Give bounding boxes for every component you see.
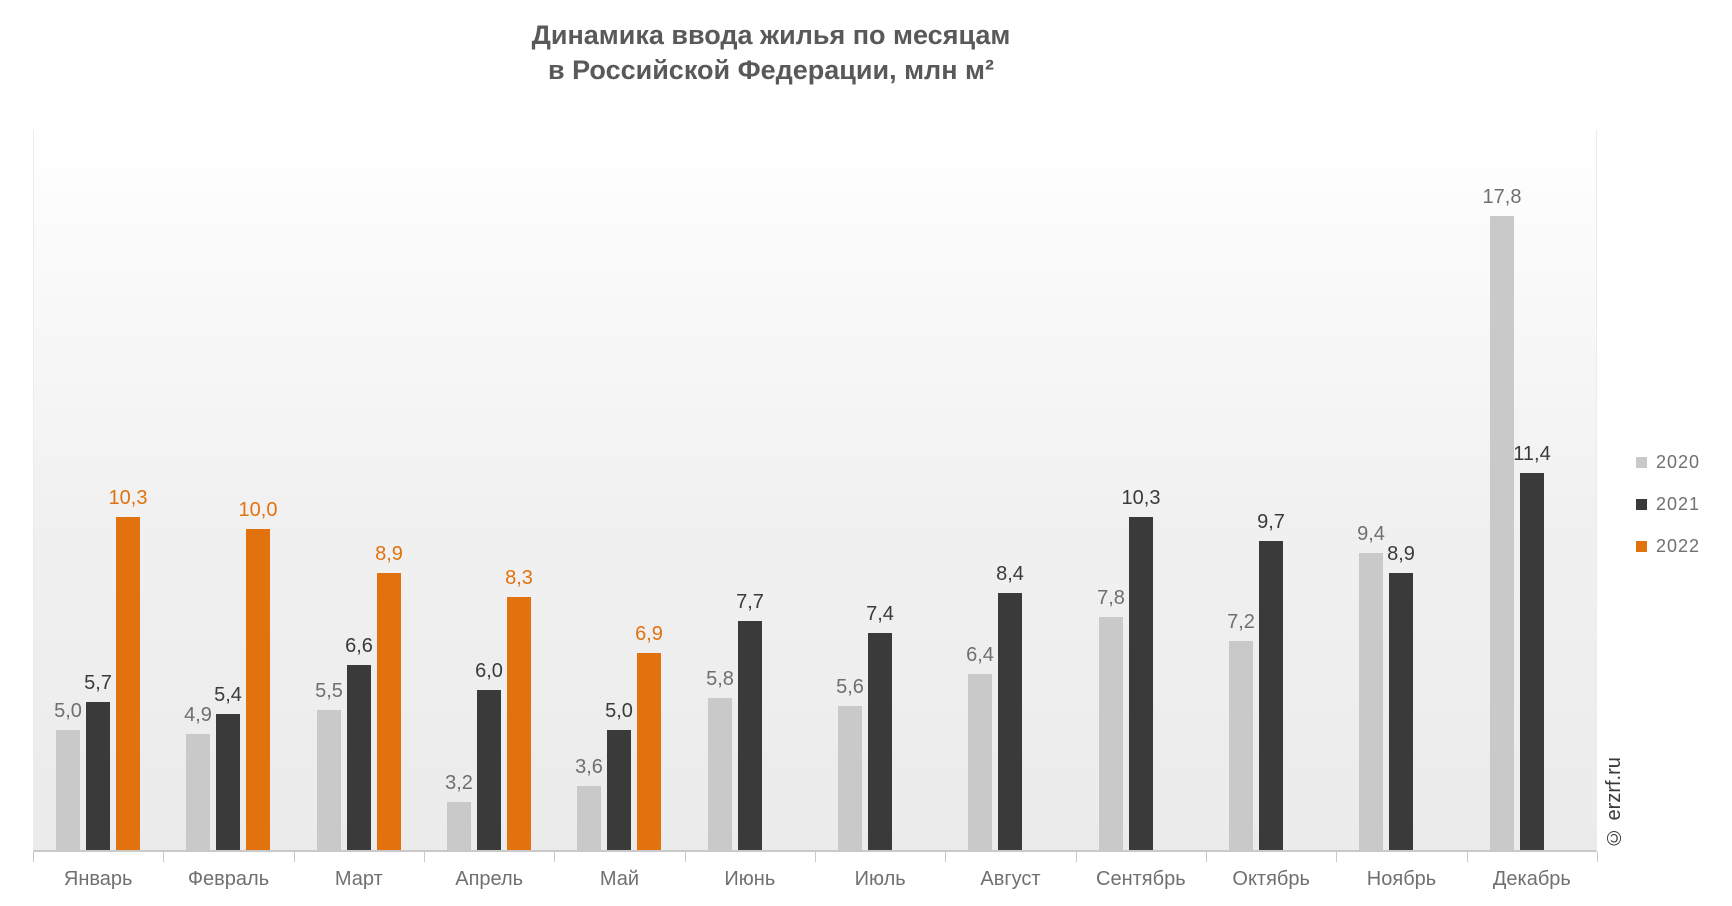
bar-2022-month-5 [637,653,661,850]
bar-2021-month-7 [868,633,892,850]
legend-swatch-2021 [1636,498,1647,510]
bar-2020-month-3 [317,710,341,850]
bar-2022-month-4 [507,597,531,850]
bar-2022-month-3 [377,573,401,850]
axis-tick [1336,852,1337,862]
bar-value-label-2020-month-3: 5,5 [315,680,343,702]
x-axis-label-month-5: Май [599,868,640,890]
chart-title: Динамика ввода жилья по месяцам в Россий… [0,18,1542,88]
bar-2020-month-11 [1359,553,1383,850]
bar-2021-month-8 [998,593,1022,850]
axis-tick [1206,852,1207,862]
bar-value-label-2020-month-11: 9,4 [1357,523,1385,545]
axis-tick [815,852,816,862]
bar-value-label-2021-month-3: 6,6 [345,635,373,657]
axis-tick [1467,852,1468,862]
legend-item-2020[interactable]: 2020 [1636,452,1700,472]
bar-value-label-2021-month-4: 6,0 [475,660,503,682]
bar-value-label-2021-month-9: 10,3 [1121,487,1161,509]
bar-value-label-2021-month-2: 5,4 [214,684,242,706]
x-axis-label-month-9: Сентябрь [1096,868,1186,890]
legend-swatch-2022 [1636,540,1647,552]
bar-value-label-2022-month-5: 6,9 [635,623,663,645]
bar-2021-month-1 [86,702,110,850]
legend-swatch-2020 [1636,456,1647,468]
axis-tick [33,852,34,862]
bar-2020-month-9 [1099,617,1123,850]
bar-value-label-2021-month-11: 8,9 [1387,543,1415,565]
x-axis-label-month-12: Декабрь [1492,868,1571,890]
bar-value-label-2020-month-4: 3,2 [445,772,473,794]
bar-2022-month-1 [116,517,140,850]
bar-value-label-2021-month-10: 9,7 [1257,511,1285,533]
bar-value-label-2021-month-5: 5,0 [605,700,633,722]
bar-2020-month-6 [708,698,732,850]
x-axis-label-month-4: Апрель [455,868,524,890]
axis-tick [163,852,164,862]
x-axis-label-month-6: Июнь [724,868,776,890]
bar-value-label-2022-month-1: 10,3 [108,487,148,509]
plot-area: 5,0 5,7 10,3 4,9 5,4 10,0 5,5 6,6 8,9 3,2 6,0 8,3 3,… [33,130,1597,852]
bar-2020-month-10 [1229,641,1253,850]
chart-title-line1: Динамика ввода жилья по месяцам [531,20,1011,50]
x-axis-label-month-1: Январь [63,868,133,890]
bar-2020-month-2 [186,734,210,850]
bar-value-label-2020-month-7: 5,6 [836,676,864,698]
x-axis-label-month-10: Октябрь [1232,868,1310,890]
x-axis-label-month-7: Июль [854,868,906,890]
bar-value-label-2020-month-5: 3,6 [575,756,603,778]
bar-2021-month-12 [1520,473,1544,850]
bar-2021-month-11 [1389,573,1413,850]
bar-2021-month-4 [477,690,501,850]
bar-2021-month-9 [1129,517,1153,850]
bar-value-label-2020-month-1: 5,0 [54,700,82,722]
copyright-watermark: © erzrf.ru [1603,757,1625,848]
bar-2021-month-3 [347,665,371,850]
axis-tick [1597,852,1598,862]
bar-value-label-2021-month-7: 7,4 [866,603,894,625]
x-axis-label-month-11: Ноябрь [1366,868,1437,890]
chart-legend: 2020 2021 2022 [1636,452,1700,578]
bar-value-label-2021-month-12: 11,4 [1513,443,1551,465]
bar-value-label-2021-month-8: 8,4 [996,563,1024,585]
legend-item-2022[interactable]: 2022 [1636,536,1700,556]
bar-2020-month-7 [838,706,862,850]
bar-value-label-2021-month-1: 5,7 [84,672,112,694]
bar-2020-month-12 [1490,216,1514,850]
bar-value-label-2020-month-6: 5,8 [706,668,734,690]
bar-value-label-2022-month-4: 8,3 [505,567,533,589]
chart-title-line2: в Российской Федерации, млн м² [548,55,994,85]
axis-tick [294,852,295,862]
axis-tick [945,852,946,862]
axis-tick [424,852,425,862]
legend-label-2021: 2021 [1656,493,1701,514]
legend-label-2020: 2020 [1656,451,1701,472]
bar-value-label-2020-month-9: 7,8 [1097,587,1125,609]
x-axis-label-month-8: Август [980,868,1041,890]
legend-label-2022: 2022 [1656,535,1701,556]
bar-2020-month-8 [968,674,992,850]
bar-value-label-2020-month-10: 7,2 [1227,611,1255,633]
bar-value-label-2021-month-6: 7,7 [736,591,764,613]
bar-2021-month-5 [607,730,631,850]
axis-tick [554,852,555,862]
axis-tick [685,852,686,862]
bar-value-label-2020-month-12: 17,8 [1482,186,1522,208]
axis-tick [1076,852,1077,862]
bar-2020-month-5 [577,786,601,850]
bar-value-label-2022-month-3: 8,9 [375,543,403,565]
bar-2022-month-2 [246,529,270,850]
bar-2020-month-1 [56,730,80,850]
legend-item-2021[interactable]: 2021 [1636,494,1700,514]
x-axis-label-month-3: Март [334,868,383,890]
bar-value-label-2022-month-2: 10,0 [238,499,278,521]
bar-value-label-2020-month-2: 4,9 [184,704,212,726]
bar-2021-month-10 [1259,541,1283,850]
bar-value-label-2020-month-8: 6,4 [966,644,994,666]
bar-2020-month-4 [447,802,471,850]
bar-2021-month-2 [216,714,240,850]
bar-2021-month-6 [738,621,762,850]
x-axis-label-month-2: Февраль [187,868,270,890]
